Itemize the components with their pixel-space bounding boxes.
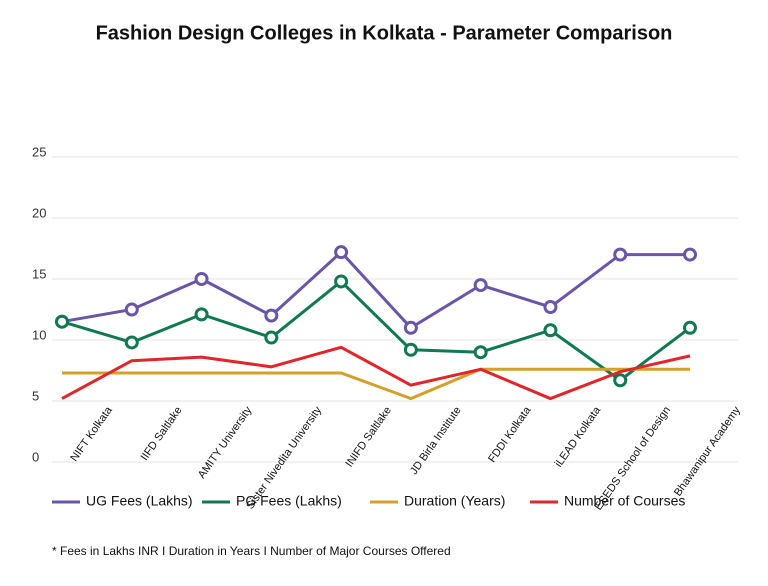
legend-label: UG Fees (Lakhs) xyxy=(86,493,193,509)
point xyxy=(683,320,697,335)
point xyxy=(683,247,697,262)
footnote: * Fees in Lakhs INR I Duration in Years … xyxy=(52,544,451,558)
point xyxy=(334,245,349,260)
x-tick-label: iLEAD Kolkata xyxy=(553,404,604,470)
point xyxy=(543,323,558,338)
series-line xyxy=(61,250,690,330)
x-tick-label: NIFT Kolkata xyxy=(68,404,115,464)
x-tick-label: AMITY University xyxy=(196,404,255,481)
x-tick-label: IIFD Saltlake xyxy=(139,405,185,463)
y-tick-label: 20 xyxy=(32,205,46,220)
point xyxy=(55,314,69,329)
point xyxy=(264,308,279,323)
point xyxy=(403,320,418,335)
series-line xyxy=(62,367,690,401)
y-tick-label: 5 xyxy=(32,388,39,403)
point xyxy=(124,302,139,317)
point xyxy=(613,247,628,262)
y-tick-label: 0 xyxy=(32,449,39,464)
series-line xyxy=(61,345,691,401)
point xyxy=(264,330,279,345)
x-tick-label: Bhawanipur Academy xyxy=(672,404,743,498)
point xyxy=(473,278,488,293)
legend-label: Duration (Years) xyxy=(404,493,505,509)
legend-label: PG Fees (Lakhs) xyxy=(236,493,342,509)
x-tick-label: INIFD Saltlake xyxy=(343,405,394,470)
x-tick-label: JD Birla Institute xyxy=(408,405,464,477)
y-tick-label: 10 xyxy=(32,327,46,342)
point xyxy=(334,274,349,289)
point xyxy=(473,345,488,360)
series-line xyxy=(61,279,691,382)
point xyxy=(613,373,628,388)
point xyxy=(403,342,418,357)
point xyxy=(194,307,209,322)
point xyxy=(124,335,139,350)
y-tick-label: 25 xyxy=(32,144,46,159)
y-tick-label: 15 xyxy=(32,266,46,281)
legend-label: Number of Courses xyxy=(564,493,685,509)
chart-title: Fashion Design Colleges in Kolkata - Par… xyxy=(96,22,673,44)
point xyxy=(194,272,209,286)
point xyxy=(543,300,558,315)
x-tick-label: FDDI Kolkata xyxy=(486,404,534,465)
